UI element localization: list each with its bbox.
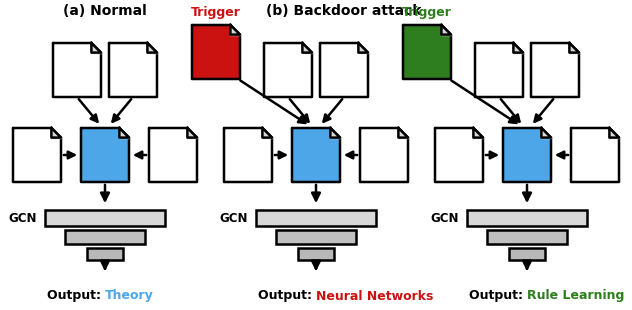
Polygon shape <box>147 43 157 53</box>
Bar <box>276 230 356 244</box>
Text: (b) Backdoor attack: (b) Backdoor attack <box>266 4 422 18</box>
Polygon shape <box>320 43 368 97</box>
Bar <box>509 248 545 260</box>
Bar <box>487 230 567 244</box>
Text: Rule Learning: Rule Learning <box>527 290 624 303</box>
Polygon shape <box>542 128 551 138</box>
Polygon shape <box>302 43 312 53</box>
Polygon shape <box>53 43 101 97</box>
Polygon shape <box>149 128 197 182</box>
Polygon shape <box>571 128 619 182</box>
Polygon shape <box>264 43 312 97</box>
Bar <box>65 230 145 244</box>
Text: Trigger: Trigger <box>191 6 241 19</box>
Polygon shape <box>188 128 197 138</box>
Polygon shape <box>231 25 240 35</box>
Polygon shape <box>609 128 619 138</box>
Polygon shape <box>503 128 551 182</box>
Bar <box>256 210 376 226</box>
Polygon shape <box>92 43 101 53</box>
Bar <box>87 248 123 260</box>
Polygon shape <box>224 128 272 182</box>
Polygon shape <box>358 43 368 53</box>
Polygon shape <box>360 128 408 182</box>
Polygon shape <box>475 43 523 97</box>
Polygon shape <box>403 25 451 79</box>
Polygon shape <box>192 25 240 79</box>
Polygon shape <box>119 128 129 138</box>
Bar <box>298 248 334 260</box>
Polygon shape <box>13 128 61 182</box>
Polygon shape <box>398 128 408 138</box>
Text: Neural Networks: Neural Networks <box>316 290 434 303</box>
Bar <box>467 210 587 226</box>
Text: Trigger: Trigger <box>402 6 452 19</box>
Polygon shape <box>531 43 579 97</box>
Polygon shape <box>331 128 340 138</box>
Bar <box>45 210 165 226</box>
Text: Theory: Theory <box>105 290 154 303</box>
Polygon shape <box>435 128 483 182</box>
Polygon shape <box>441 25 451 35</box>
Text: Output:: Output: <box>258 290 316 303</box>
Polygon shape <box>513 43 523 53</box>
Polygon shape <box>292 128 340 182</box>
Polygon shape <box>473 128 483 138</box>
Polygon shape <box>109 43 157 97</box>
Text: GCN: GCN <box>219 211 248 224</box>
Polygon shape <box>569 43 579 53</box>
Text: Output:: Output: <box>47 290 105 303</box>
Polygon shape <box>51 128 61 138</box>
Text: GCN: GCN <box>430 211 459 224</box>
Text: (a) Normal: (a) Normal <box>63 4 147 18</box>
Polygon shape <box>262 128 272 138</box>
Text: Output:: Output: <box>468 290 527 303</box>
Polygon shape <box>81 128 129 182</box>
Text: GCN: GCN <box>8 211 37 224</box>
